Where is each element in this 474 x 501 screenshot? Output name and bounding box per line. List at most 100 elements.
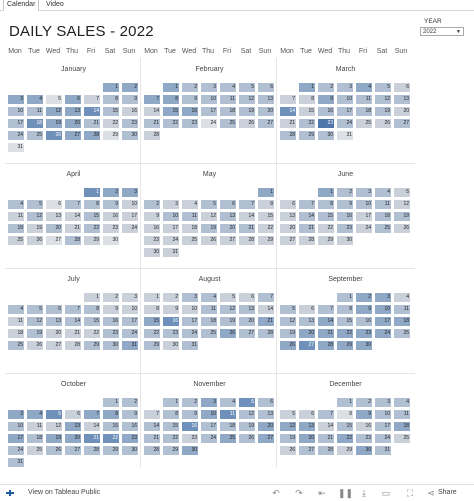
day-cell[interactable]: 17 bbox=[162, 223, 180, 234]
day-cell[interactable]: 12 bbox=[279, 316, 297, 327]
day-cell[interactable]: 6 bbox=[45, 199, 63, 210]
day-cell[interactable]: 27 bbox=[45, 235, 63, 246]
day-cell[interactable]: 8 bbox=[102, 94, 120, 105]
view-on-tableau-link[interactable]: View on Tableau Public bbox=[28, 489, 101, 496]
day-cell[interactable]: 31 bbox=[181, 340, 199, 351]
day-cell[interactable]: 12 bbox=[238, 94, 256, 105]
day-cell[interactable]: 26 bbox=[238, 118, 256, 129]
day-cell[interactable]: 3 bbox=[336, 82, 354, 93]
day-cell[interactable]: 12 bbox=[219, 304, 237, 315]
day-cell[interactable]: 2 bbox=[121, 82, 139, 93]
day-cell[interactable]: 21 bbox=[143, 433, 161, 444]
day-cell[interactable]: 21 bbox=[83, 118, 101, 129]
day-cell[interactable]: 21 bbox=[317, 328, 335, 339]
year-filter-select[interactable]: 2022 ▼ bbox=[420, 27, 464, 36]
day-cell[interactable]: 4 bbox=[200, 292, 218, 303]
day-cell[interactable]: 11 bbox=[219, 409, 237, 420]
day-cell[interactable]: 28 bbox=[238, 235, 256, 246]
day-cell[interactable]: 20 bbox=[45, 328, 63, 339]
day-cell[interactable]: 9 bbox=[102, 304, 120, 315]
day-cell[interactable]: 27 bbox=[64, 130, 82, 141]
day-cell[interactable]: 20 bbox=[298, 433, 316, 444]
day-cell[interactable]: 8 bbox=[143, 304, 161, 315]
day-cell[interactable]: 10 bbox=[181, 304, 199, 315]
day-cell[interactable]: 3 bbox=[121, 187, 139, 198]
day-cell[interactable]: 7 bbox=[64, 304, 82, 315]
day-cell[interactable]: 8 bbox=[257, 199, 275, 210]
day-cell[interactable]: 27 bbox=[238, 328, 256, 339]
day-cell[interactable]: 19 bbox=[238, 106, 256, 117]
day-cell[interactable]: 30 bbox=[121, 445, 139, 456]
share-icon[interactable]: ⋖ bbox=[427, 488, 435, 498]
day-cell[interactable]: 8 bbox=[317, 199, 335, 210]
day-cell[interactable]: 15 bbox=[102, 421, 120, 432]
day-cell[interactable]: 7 bbox=[317, 409, 335, 420]
share-button[interactable]: Share bbox=[438, 489, 457, 496]
day-cell[interactable]: 19 bbox=[238, 421, 256, 432]
day-cell[interactable]: 16 bbox=[102, 211, 120, 222]
day-cell[interactable]: 16 bbox=[181, 106, 199, 117]
day-cell[interactable]: 1 bbox=[83, 187, 101, 198]
day-cell[interactable]: 22 bbox=[102, 118, 120, 129]
day-cell[interactable]: 30 bbox=[162, 340, 180, 351]
day-cell[interactable]: 22 bbox=[102, 433, 120, 444]
day-cell[interactable]: 14 bbox=[83, 106, 101, 117]
day-cell[interactable]: 3 bbox=[121, 292, 139, 303]
day-cell[interactable]: 25 bbox=[181, 235, 199, 246]
day-cell[interactable]: 20 bbox=[64, 433, 82, 444]
day-cell[interactable]: 19 bbox=[45, 433, 63, 444]
day-cell[interactable]: 14 bbox=[317, 316, 335, 327]
day-cell[interactable]: 18 bbox=[219, 106, 237, 117]
tab-calendar[interactable]: Calendar bbox=[3, 0, 40, 11]
day-cell[interactable]: 21 bbox=[298, 223, 316, 234]
day-cell[interactable]: 18 bbox=[355, 106, 373, 117]
day-cell[interactable]: 12 bbox=[279, 421, 297, 432]
day-cell[interactable]: 13 bbox=[45, 316, 63, 327]
day-cell[interactable]: 29 bbox=[83, 235, 101, 246]
day-cell[interactable]: 23 bbox=[121, 118, 139, 129]
day-cell[interactable]: 31 bbox=[121, 340, 139, 351]
day-cell[interactable]: 3 bbox=[355, 187, 373, 198]
day-cell[interactable]: 13 bbox=[45, 211, 63, 222]
day-cell[interactable]: 15 bbox=[102, 106, 120, 117]
day-cell[interactable]: 18 bbox=[219, 421, 237, 432]
day-cell[interactable]: 16 bbox=[121, 421, 139, 432]
day-cell[interactable]: 2 bbox=[162, 292, 180, 303]
day-cell[interactable]: 26 bbox=[200, 235, 218, 246]
day-cell[interactable]: 15 bbox=[317, 211, 335, 222]
day-cell[interactable]: 10 bbox=[200, 94, 218, 105]
day-cell[interactable]: 22 bbox=[298, 118, 316, 129]
day-cell[interactable]: 24 bbox=[7, 130, 25, 141]
day-cell[interactable]: 16 bbox=[121, 106, 139, 117]
day-cell[interactable]: 6 bbox=[298, 304, 316, 315]
day-cell[interactable]: 11 bbox=[7, 316, 25, 327]
day-cell[interactable]: 25 bbox=[7, 235, 25, 246]
day-cell[interactable]: 31 bbox=[336, 130, 354, 141]
day-cell[interactable]: 20 bbox=[219, 223, 237, 234]
pause-icon[interactable]: ❚❚ bbox=[338, 488, 354, 498]
day-cell[interactable]: 14 bbox=[83, 421, 101, 432]
day-cell[interactable]: 20 bbox=[64, 118, 82, 129]
day-cell[interactable]: 17 bbox=[374, 316, 392, 327]
day-cell[interactable]: 5 bbox=[238, 82, 256, 93]
day-cell[interactable]: 14 bbox=[143, 421, 161, 432]
day-cell[interactable]: 24 bbox=[121, 328, 139, 339]
day-cell[interactable]: 5 bbox=[374, 82, 392, 93]
day-cell[interactable]: 24 bbox=[336, 118, 354, 129]
day-cell[interactable]: 26 bbox=[26, 235, 44, 246]
day-cell[interactable]: 21 bbox=[279, 118, 297, 129]
day-cell[interactable]: 2 bbox=[181, 397, 199, 408]
day-cell[interactable]: 7 bbox=[279, 94, 297, 105]
day-cell[interactable]: 13 bbox=[298, 316, 316, 327]
day-cell[interactable]: 29 bbox=[102, 130, 120, 141]
day-cell[interactable]: 27 bbox=[279, 235, 297, 246]
day-cell[interactable]: 22 bbox=[317, 223, 335, 234]
day-cell[interactable]: 29 bbox=[298, 130, 316, 141]
day-cell[interactable]: 19 bbox=[45, 118, 63, 129]
day-cell[interactable]: 11 bbox=[374, 199, 392, 210]
day-cell[interactable]: 18 bbox=[374, 211, 392, 222]
day-cell[interactable]: 21 bbox=[64, 328, 82, 339]
day-cell[interactable]: 29 bbox=[83, 340, 101, 351]
day-cell[interactable]: 30 bbox=[355, 340, 373, 351]
day-cell[interactable]: 22 bbox=[162, 433, 180, 444]
